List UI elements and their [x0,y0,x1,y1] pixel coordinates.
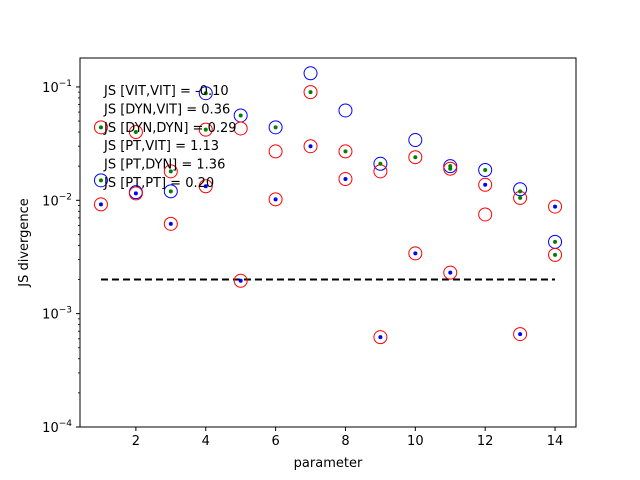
open-circle-marker [443,265,458,280]
annotation-line: JS [DYN,DYN] = 0.29 [103,121,237,136]
dot-marker [98,178,103,183]
annotation-line: JS [PT,DYN] = 1.36 [103,158,225,173]
open-circle-marker [163,184,178,199]
dot-marker [133,130,138,135]
dot-marker [238,278,243,283]
dot-marker [133,191,138,196]
open-circle-marker [198,179,213,194]
x-tick-label: 4 [202,434,210,449]
dot-marker [448,166,453,171]
x-tick-label: 2 [132,434,140,449]
open-circle-marker [268,192,283,207]
open-circle-marker [408,133,423,148]
y-tick-label: 10−2 [42,192,72,209]
dot-marker [378,161,383,166]
dot-marker [413,155,418,160]
open-circle-marker [373,156,388,171]
dot-marker [448,270,453,275]
dot-marker [553,239,558,244]
open-circle-marker [478,163,493,178]
open-circle-marker [233,121,248,136]
dot-marker [343,149,348,154]
dot-marker [553,204,558,209]
open-circle-marker [268,144,283,159]
y-axis-label: JS divergence [17,198,32,288]
open-circle-marker [408,246,423,261]
y-axis: 10−4 10−3 10−2 10−1 [42,79,80,436]
dot-marker [168,169,173,174]
open-circle-marker [373,164,388,179]
dot-marker [483,182,488,187]
annotation-line: JS [PT,VIT] = 1.13 [103,139,219,154]
annotation-block: JS [VIT,VIT] = -0.10 JS [DYN,VIT] = 0.36 J… [103,84,237,191]
annotation-line: JS [PT,PT] = 0.20 [103,176,214,191]
dot-marker [518,332,523,337]
open-circle-marker [268,120,283,135]
open-circle-marker [373,330,388,345]
open-circle-marker [198,86,213,101]
x-axis-label: parameter [294,456,363,471]
dot-marker [343,177,348,182]
open-circle-marker [338,172,353,187]
annotation-line: JS [DYN,VIT] = 0.36 [103,102,230,117]
plot-frame [79,57,577,428]
dot-marker [238,113,243,118]
open-circle-marker [513,182,528,197]
open-circle-marker [303,139,318,154]
dot-marker [203,184,208,189]
open-circle-marker [93,173,108,188]
open-circle-marker [128,186,143,201]
annotation-line: JS [VIT,VIT] = -0.10 [103,84,229,99]
dot-marker [98,125,103,130]
dot-marker [98,202,103,207]
open-circle-marker [548,199,563,214]
dot-marker [203,127,208,132]
dot-marker [483,168,488,173]
open-circle-marker [303,66,318,81]
x-tick-label: 10 [407,434,424,449]
chart-marks [93,66,563,345]
y-tick-label: 10−1 [42,79,72,96]
dot-marker [203,91,208,96]
y-tick-label: 10−4 [42,419,72,436]
x-tick-label: 14 [547,434,564,449]
x-tick-label: 6 [271,434,279,449]
open-circle-marker [513,327,528,342]
dot-marker [273,125,278,130]
open-circle-marker [128,125,143,140]
open-circle-marker [338,144,353,159]
open-circle-marker [338,103,353,118]
dot-marker [168,221,173,226]
open-circle-marker [163,216,178,231]
dot-marker [168,189,173,194]
dot-marker [308,144,313,149]
dot-marker [518,189,523,194]
open-circle-marker [303,85,318,100]
dot-marker [378,335,383,340]
open-circle-marker [408,150,423,165]
open-circle-marker [233,273,248,288]
open-circle-marker [443,161,458,176]
dot-marker [413,251,418,256]
dot-marker [308,90,313,95]
open-circle-marker [198,122,213,137]
x-axis: 2 4 6 8 10 12 14 [132,427,564,449]
x-tick-label: 12 [477,434,494,449]
open-circle-marker [163,164,178,179]
open-circle-marker [478,207,493,222]
dot-marker [553,252,558,257]
open-circle-marker [93,120,108,135]
dot-marker [273,197,278,202]
open-circle-marker [548,247,563,262]
y-tick-label: 10−3 [42,306,72,323]
x-tick-label: 8 [341,434,349,449]
open-circle-marker [478,177,493,192]
dot-marker [518,195,523,200]
open-circle-marker [93,197,108,212]
